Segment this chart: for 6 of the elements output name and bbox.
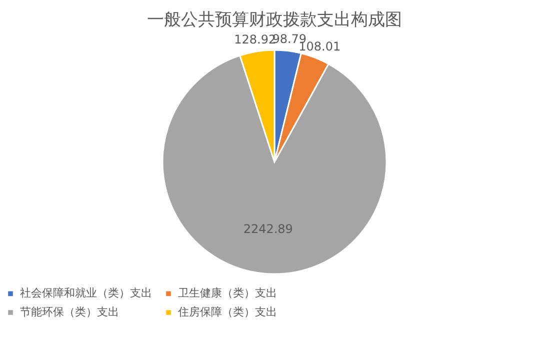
legend-label: 卫生健康（类）支出 (178, 286, 277, 300)
legend-label: 节能环保（类）支出 (20, 306, 119, 318)
chart-title: 一般公共预算财政拨款支出构成图 (147, 10, 402, 30)
data-label: 2242.89 (243, 222, 293, 236)
legend-label: 住房保障（类）支出 (178, 306, 277, 318)
legend-label: 社会保障和就业（类）支出 (20, 286, 152, 300)
